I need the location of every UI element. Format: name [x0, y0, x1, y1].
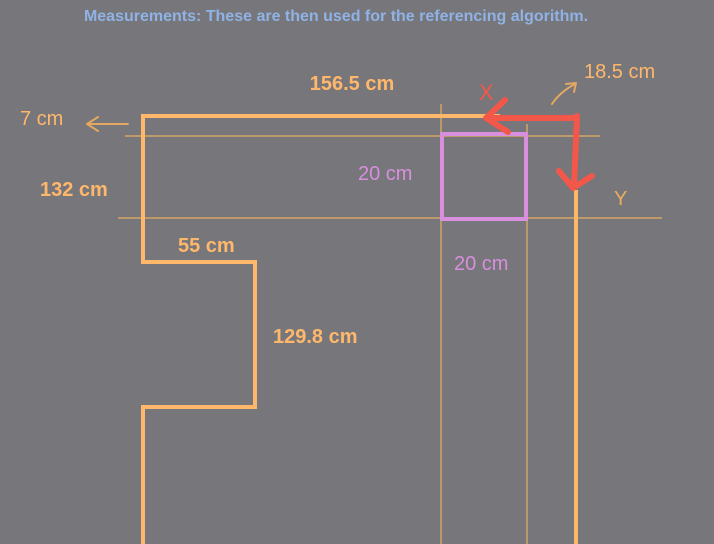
- step-height-label: 129.8 cm: [273, 326, 358, 348]
- outline-left-wall: [141, 114, 500, 544]
- room-outline: [141, 114, 578, 544]
- x-axis-label: X: [479, 80, 494, 105]
- y-axis-label: Y: [614, 188, 627, 210]
- box-height-label: 20 cm: [454, 253, 508, 275]
- upper-height-label: 132 cm: [40, 179, 108, 201]
- axis-arrows: [483, 97, 595, 191]
- annotation-arrows: [86, 82, 577, 132]
- reference-box: [440, 132, 528, 221]
- step-width-label: 55 cm: [178, 235, 235, 257]
- y-axis-arrow: [571, 113, 580, 188]
- top-width-label: 156.5 cm: [310, 73, 395, 95]
- right-offset-label: 18.5 cm: [584, 61, 655, 83]
- box-width-label: 20 cm: [358, 163, 412, 185]
- left-offset-label: 7 cm: [20, 108, 63, 130]
- right-offset-arrowhead: [565, 82, 577, 93]
- page-title: Measurements: These are then used for th…: [83, 8, 589, 25]
- right-offset-arrow: [551, 83, 576, 105]
- x-axis-arrowhead: [483, 97, 511, 135]
- left-offset-arrowhead: [86, 116, 99, 132]
- y-axis-arrowhead: [556, 168, 595, 191]
